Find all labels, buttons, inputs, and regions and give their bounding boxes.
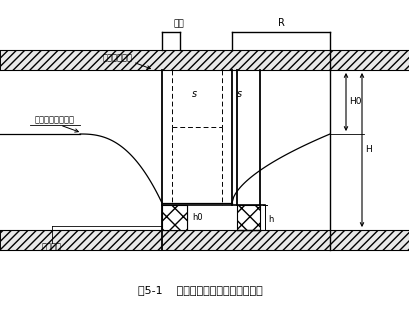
Text: R: R (278, 18, 284, 28)
Text: H: H (365, 145, 372, 154)
Text: 图5-1    无压非完整井涌水量计算简图: 图5-1 无压非完整井涌水量计算简图 (137, 285, 263, 295)
Text: 基坑: 基坑 (174, 19, 184, 28)
Text: s: s (191, 89, 197, 99)
Bar (162, 205, 187, 230)
Text: 原地下水位线: 原地下水位线 (103, 53, 133, 62)
Bar (162, 205, 187, 230)
Text: s: s (237, 89, 242, 99)
Bar (237, 205, 260, 230)
Text: h: h (268, 215, 273, 224)
Text: 降低后地下水位线: 降低后地下水位线 (35, 115, 75, 124)
Bar (0, 230, 409, 250)
Text: H0: H0 (349, 97, 362, 106)
Bar (0, 70, 409, 230)
Bar (0, 50, 409, 70)
Text: h0: h0 (192, 213, 202, 222)
Text: 不透水层: 不透水层 (42, 242, 62, 251)
